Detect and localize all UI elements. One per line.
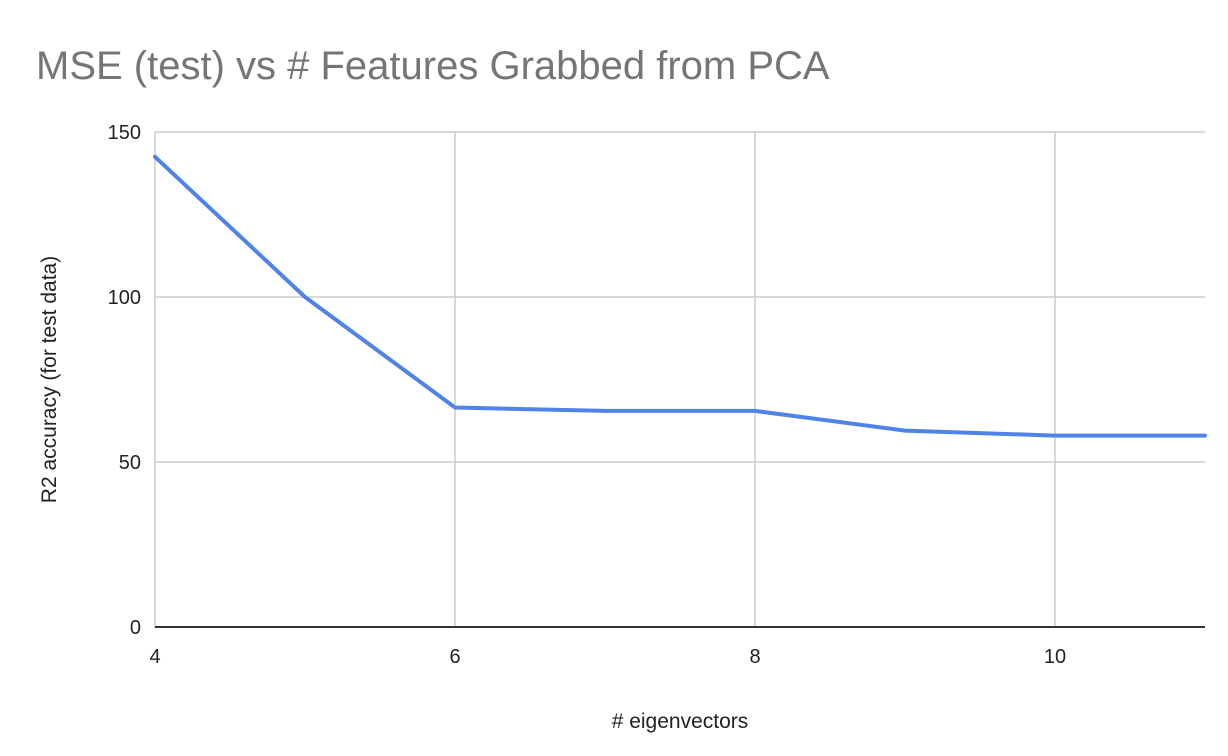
- tick-labels: 0 50 100 150 4 6 8 10: [108, 122, 1067, 668]
- chart-title: MSE (test) vs # Features Grabbed from PC…: [36, 44, 830, 88]
- y-tick-label: 150: [108, 122, 141, 144]
- x-axis-title: # eigenvectors: [612, 710, 749, 733]
- x-tick-label: 8: [749, 646, 760, 668]
- x-tick-label: 10: [1044, 646, 1066, 668]
- grid-layer: [154, 131, 1205, 627]
- series-line: [153, 154, 1207, 438]
- y-tick-label: 0: [130, 617, 141, 639]
- x-tick-label: 4: [149, 646, 160, 668]
- y-tick-label: 100: [108, 287, 141, 309]
- y-tick-label: 50: [119, 452, 141, 474]
- x-tick-label: 6: [449, 646, 460, 668]
- series-layer: [153, 154, 1207, 438]
- y-axis-title: R2 accuracy (for test data): [38, 256, 61, 503]
